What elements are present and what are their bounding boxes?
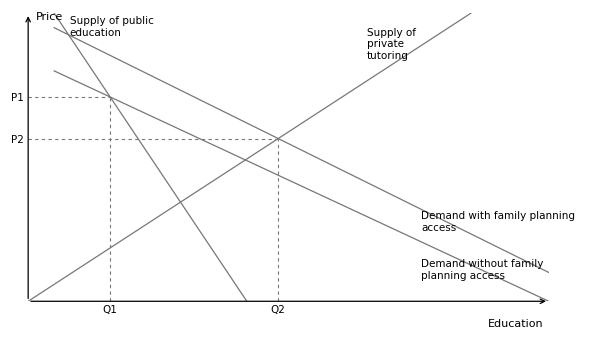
Text: Supply of public
education: Supply of public education: [70, 16, 154, 38]
Text: Demand with family planning
access: Demand with family planning access: [421, 211, 575, 233]
Text: Education: Education: [488, 318, 544, 329]
Text: Demand without family
planning access: Demand without family planning access: [421, 259, 544, 281]
Text: Price: Price: [36, 12, 63, 22]
Text: Supply of
private
tutoring: Supply of private tutoring: [367, 28, 416, 61]
